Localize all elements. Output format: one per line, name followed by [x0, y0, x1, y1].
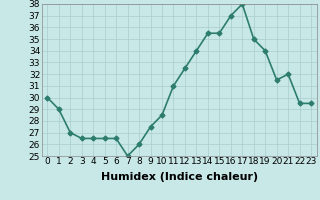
X-axis label: Humidex (Indice chaleur): Humidex (Indice chaleur) — [100, 172, 258, 182]
